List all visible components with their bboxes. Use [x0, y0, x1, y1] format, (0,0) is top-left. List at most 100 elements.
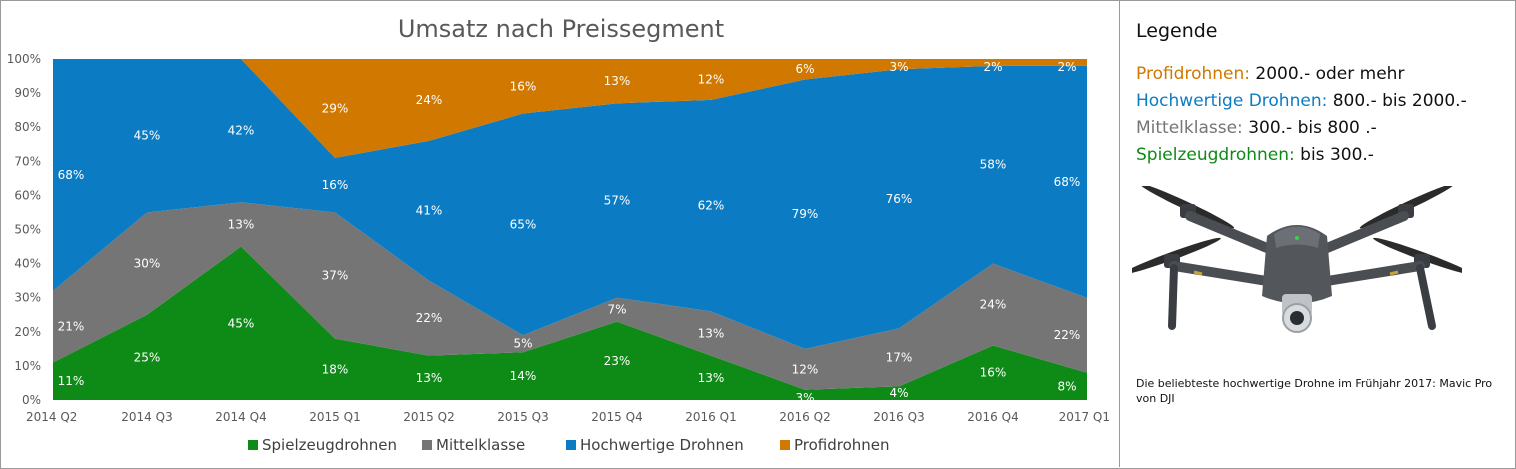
data-label: 24% — [416, 93, 443, 107]
panel-divider — [1119, 0, 1120, 467]
x-tick-label: 2015 Q1 — [309, 410, 360, 424]
data-label: 5% — [513, 337, 532, 351]
legend-label: Profidrohnen — [794, 436, 890, 454]
area-series-3 — [53, 59, 1087, 158]
data-label: 42% — [228, 124, 255, 138]
y-tick-label: 40% — [14, 257, 41, 271]
data-label: 79% — [792, 207, 819, 221]
data-label: 14% — [510, 369, 537, 383]
data-label: 45% — [134, 129, 161, 143]
data-label: 3% — [795, 391, 814, 405]
y-tick-label: 90% — [14, 86, 41, 100]
data-label: 57% — [604, 194, 631, 208]
legend-entry: Spielzeugdrohnen — [248, 436, 397, 454]
x-axis: 2014 Q2 2014 Q3 2014 Q4 2015 Q1 2015 Q2 2015 … — [26, 410, 1110, 424]
stacked-area-chart: Umsatz nach Preissegment 0% 10% 20% 30% 40% 5… — [7, 15, 1110, 454]
y-tick-label: 50% — [14, 223, 41, 237]
data-label: 22% — [416, 311, 443, 325]
data-label: 68% — [58, 168, 85, 182]
data-label: 29% — [322, 101, 349, 115]
x-tick-label: 2016 Q1 — [685, 410, 736, 424]
image-caption: Die beliebteste hochwertige Drohne im Fr… — [1136, 377, 1493, 405]
legend-entry: Hochwertige Drohnen — [566, 436, 744, 454]
x-tick-label: 2016 Q3 — [873, 410, 924, 424]
x-tick-label: 2015 Q2 — [403, 410, 454, 424]
y-tick-label: 0% — [22, 393, 41, 407]
data-label: 16% — [322, 178, 349, 192]
legend-swatch — [248, 440, 258, 450]
y-tick-label: 20% — [14, 325, 41, 339]
x-tick-label: 2014 Q4 — [215, 410, 266, 424]
legend-entry: Profidrohnen — [780, 436, 890, 454]
chart-title: Umsatz nach Preissegment — [398, 15, 724, 43]
y-axis: 0% 10% 20% 30% 40% 50% 60% 70% 80% 90% 100% — [7, 52, 41, 407]
data-label: 68% — [1054, 175, 1081, 189]
data-label: 8% — [1057, 379, 1076, 393]
x-tick-label: 2015 Q3 — [497, 410, 548, 424]
data-label: 6% — [795, 62, 814, 76]
data-label: 13% — [698, 371, 725, 385]
data-label: 22% — [1054, 328, 1081, 342]
legend-label: Spielzeugdrohnen — [262, 436, 397, 454]
legend-item-name: Profidrohnen: — [1136, 64, 1250, 84]
data-label: 2% — [983, 60, 1002, 74]
data-label: 4% — [889, 386, 908, 400]
legend-swatch — [566, 440, 576, 450]
legend-item-spielzeug: Spielzeugdrohnen: bis 300.- — [1136, 145, 1374, 165]
x-tick-label: 2016 Q4 — [967, 410, 1018, 424]
y-tick-label: 80% — [14, 120, 41, 134]
legend-item-range: 2000.- oder mehr — [1250, 64, 1405, 84]
data-label: 41% — [416, 204, 443, 218]
data-label: 7% — [607, 303, 626, 317]
data-label: 13% — [228, 217, 255, 231]
data-label: 24% — [980, 298, 1007, 312]
y-tick-label: 70% — [14, 154, 41, 168]
legend-entry: Mittelklasse — [422, 436, 525, 454]
data-label: 12% — [698, 72, 725, 86]
data-label: 76% — [886, 192, 913, 206]
x-tick-label: 2015 Q4 — [591, 410, 642, 424]
x-tick-label: 2014 Q3 — [121, 410, 172, 424]
legend-label: Mittelklasse — [436, 436, 525, 454]
y-tick-label: 60% — [14, 188, 41, 202]
legend-item-name: Hochwertige Drohnen: — [1136, 91, 1328, 111]
data-label: 37% — [322, 269, 349, 283]
area-series-0 — [53, 246, 1087, 400]
data-label: 3% — [889, 60, 908, 74]
legend-swatch — [780, 440, 790, 450]
x-tick-label: 2016 Q2 — [779, 410, 830, 424]
data-label: 23% — [604, 354, 631, 368]
legend-item-name: Spielzeugdrohnen: — [1136, 145, 1295, 165]
y-tick-label: 10% — [14, 359, 41, 373]
data-label: 45% — [228, 316, 255, 330]
x-tick-label: 2017 Q1 — [1059, 410, 1110, 424]
data-label: 16% — [510, 79, 537, 93]
legend-item-range: 800.- bis 2000.- — [1327, 91, 1467, 111]
legend-item-hochwertige: Hochwertige Drohnen: 800.- bis 2000.- — [1136, 91, 1467, 111]
area-series-1 — [53, 202, 1087, 390]
legend-item-name: Mittelklasse: — [1136, 118, 1243, 138]
data-label: 18% — [322, 362, 349, 376]
y-tick-label: 30% — [14, 291, 41, 305]
y-tick-label: 100% — [7, 52, 41, 66]
x-tick-label: 2014 Q2 — [26, 410, 77, 424]
data-label: 25% — [134, 350, 161, 364]
legend-item-mittelklasse: Mittelklasse: 300.- bis 800 .- — [1136, 118, 1377, 138]
data-label: 11% — [58, 374, 85, 388]
drone-photo — [1132, 186, 1462, 333]
legend-title: Legende — [1136, 20, 1218, 42]
data-label: 13% — [416, 371, 443, 385]
data-labels: 11% 25% 45% 18% 13% 14% 23% 13% 3% 4% 16% 8% 21% 30% 1… — [58, 60, 1081, 405]
area-layer — [53, 59, 1087, 400]
data-label: 12% — [792, 362, 819, 376]
data-label: 62% — [698, 199, 725, 213]
legend-item-profidrohnen: Profidrohnen: 2000.- oder mehr — [1136, 64, 1404, 84]
legend-item-range: bis 300.- — [1294, 145, 1374, 165]
data-label: 2% — [1057, 60, 1076, 74]
data-label: 30% — [134, 257, 161, 271]
data-label: 16% — [980, 366, 1007, 380]
legend-swatch — [422, 440, 432, 450]
chart-legend: Spielzeugdrohnen Mittelklasse Hochwertige … — [248, 436, 890, 454]
data-label: 65% — [510, 217, 537, 231]
legend-item-range: 300.- bis 800 .- — [1242, 118, 1377, 138]
